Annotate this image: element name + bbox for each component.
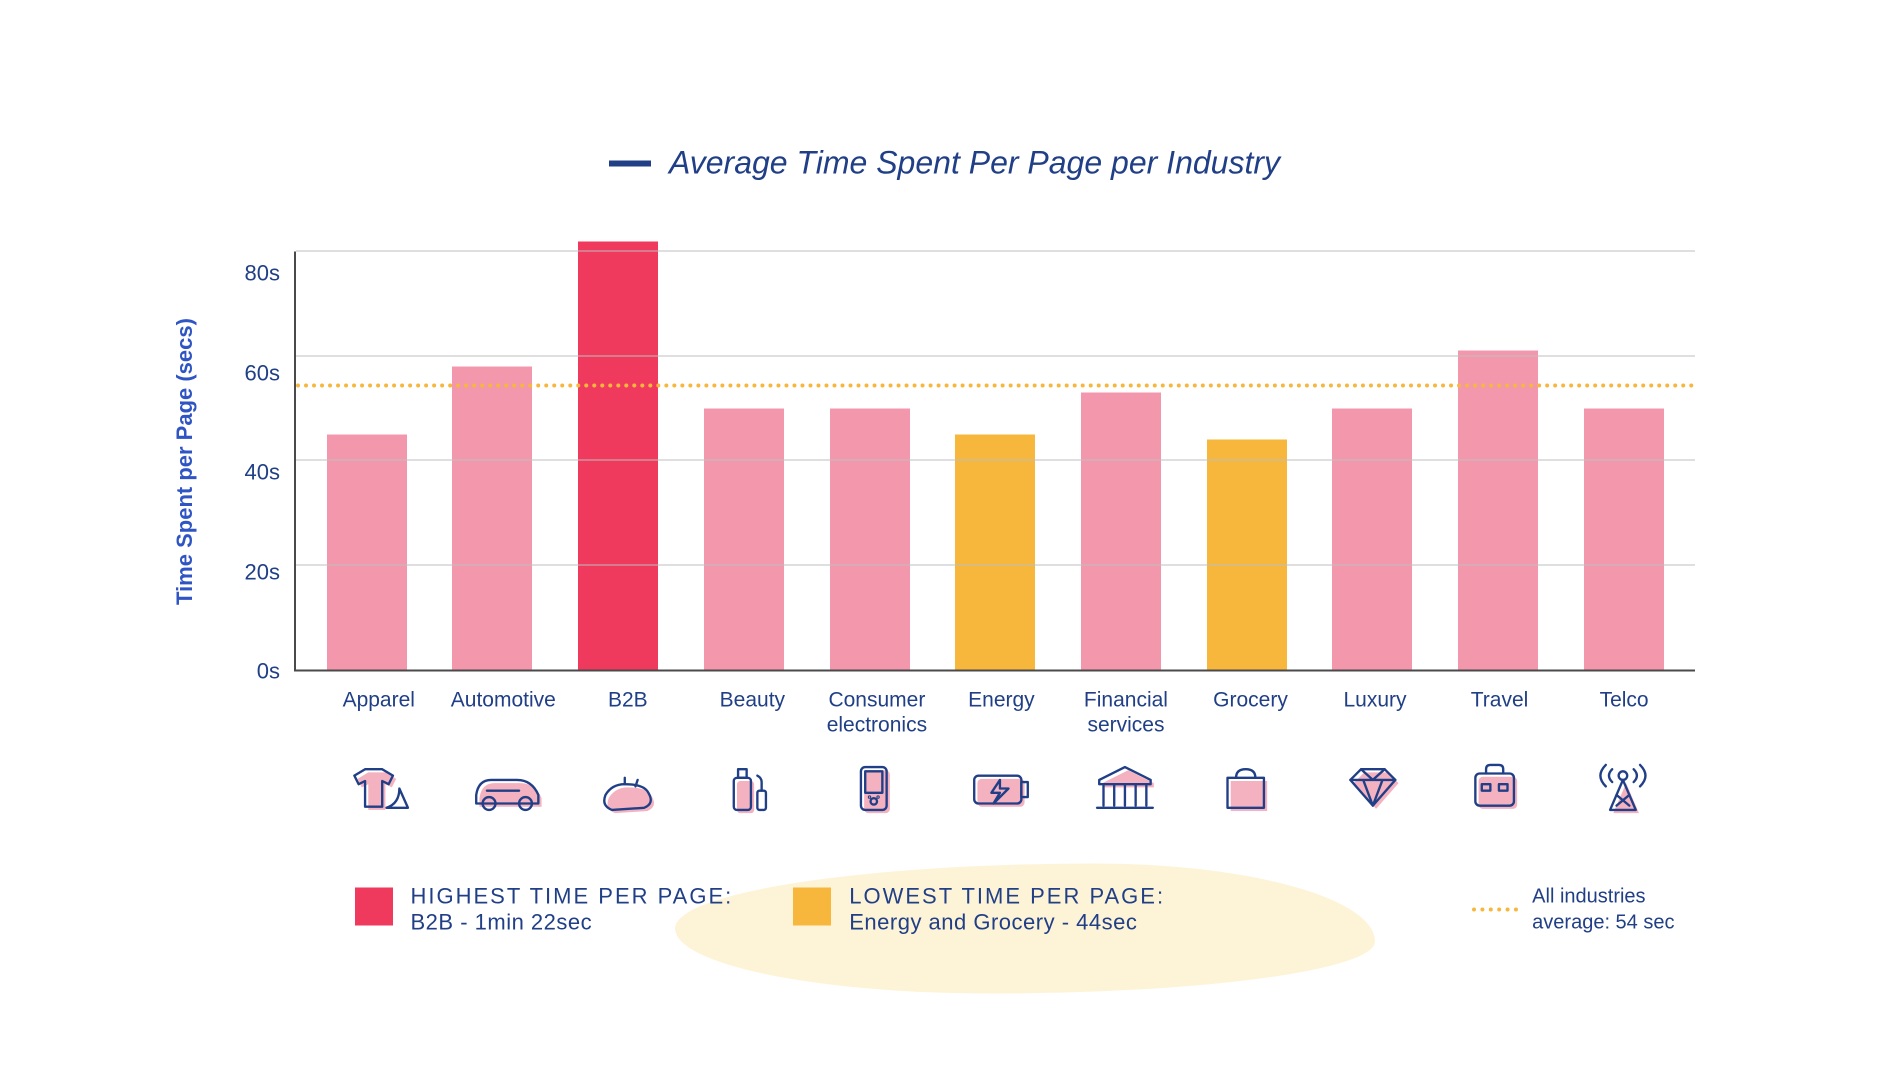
chart-title: Average Time Spent Per Page per Industry — [669, 145, 1280, 182]
gridline — [296, 564, 1695, 565]
bar-beauty — [704, 408, 784, 669]
legend-highest-detail: B2B - 1min 22sec — [411, 910, 734, 936]
legend-item-highest: HIGHEST TIME PER PAGE: B2B - 1min 22sec — [355, 884, 734, 936]
x-label-luxury: Luxury — [1320, 688, 1430, 740]
bar-grocery — [1207, 440, 1287, 670]
x-label-energy: Energy — [946, 688, 1056, 740]
legend-item-average: All industries average: 54 sec — [1472, 884, 1674, 936]
x-label-financial: Financial services — [1071, 688, 1181, 740]
beauty-icon — [697, 754, 807, 824]
y-tick: 80s — [245, 263, 280, 285]
y-tick: 40s — [245, 462, 280, 484]
gridline — [296, 355, 1695, 356]
bar-telco — [1584, 408, 1664, 669]
legend-average-line-icon — [1472, 908, 1518, 912]
category-icons-row — [309, 754, 1695, 824]
y-tick: 20s — [245, 561, 280, 583]
chart-title-row: Average Time Spent Per Page per Industry — [195, 145, 1695, 182]
legend-text-lowest: LOWEST TIME PER PAGE: Energy and Grocery… — [849, 884, 1165, 936]
x-label-beauty: Beauty — [697, 688, 807, 740]
x-label-b2b: B2B — [573, 688, 683, 740]
bar-travel — [1458, 351, 1538, 670]
bar-luxury — [1332, 408, 1412, 669]
legend-item-lowest: LOWEST TIME PER PAGE: Energy and Grocery… — [793, 884, 1165, 936]
legend-lowest-title: LOWEST TIME PER PAGE: — [849, 884, 1165, 910]
legend-swatch-lowest — [793, 888, 831, 926]
y-axis-ticks: 0s20s40s60s80s — [195, 252, 280, 672]
apparel-icon — [324, 754, 434, 824]
luxury-icon — [1320, 754, 1430, 824]
x-label-telco: Telco — [1569, 688, 1679, 740]
x-label-travel: Travel — [1445, 688, 1555, 740]
financial-icon — [1071, 754, 1181, 824]
travel-icon — [1445, 754, 1555, 824]
bar-energy — [955, 434, 1035, 669]
average-line — [296, 383, 1695, 387]
bars-group — [296, 252, 1695, 670]
legend-text-highest: HIGHEST TIME PER PAGE: B2B - 1min 22sec — [411, 884, 734, 936]
y-tick: 60s — [245, 362, 280, 384]
electronics-icon — [822, 754, 932, 824]
legend-swatch-highest — [355, 888, 393, 926]
automotive-icon — [448, 754, 558, 824]
bar-financial — [1081, 393, 1161, 670]
chart-plot-wrap: Time Spent per Page (secs) 0s20s40s60s80… — [195, 252, 1695, 672]
x-label-apparel: Apparel — [324, 688, 434, 740]
legend-average-text: All industries average: 54 sec — [1532, 884, 1674, 936]
y-axis-label: Time Spent per Page (secs) — [172, 318, 198, 605]
bar-apparel — [327, 434, 407, 669]
x-label-automotive: Automotive — [448, 688, 558, 740]
energy-icon — [946, 754, 1056, 824]
bar-b2b — [578, 241, 658, 669]
plot-area — [294, 252, 1695, 672]
bar-electronics — [830, 408, 910, 669]
title-dash-icon — [609, 160, 651, 166]
b2b-icon — [573, 754, 683, 824]
x-label-grocery: Grocery — [1195, 688, 1305, 740]
telco-icon — [1569, 754, 1679, 824]
legend-highest-title: HIGHEST TIME PER PAGE: — [411, 884, 734, 910]
gridline — [296, 460, 1695, 461]
legend-average-line1: All industries — [1532, 884, 1674, 910]
bar-automotive — [452, 366, 532, 669]
legend-average-line2: average: 54 sec — [1532, 910, 1674, 936]
x-label-electronics: Consumer electronics — [822, 688, 932, 740]
legend: HIGHEST TIME PER PAGE: B2B - 1min 22sec … — [355, 884, 1695, 936]
gridline — [296, 251, 1695, 252]
legend-lowest-detail: Energy and Grocery - 44sec — [849, 910, 1165, 936]
grocery-icon — [1195, 754, 1305, 824]
y-tick: 0s — [245, 661, 280, 683]
x-axis-labels: Apparel Automotive B2B Beauty Consumer elect… — [309, 688, 1695, 740]
chart-container: Average Time Spent Per Page per Industry… — [195, 145, 1695, 936]
